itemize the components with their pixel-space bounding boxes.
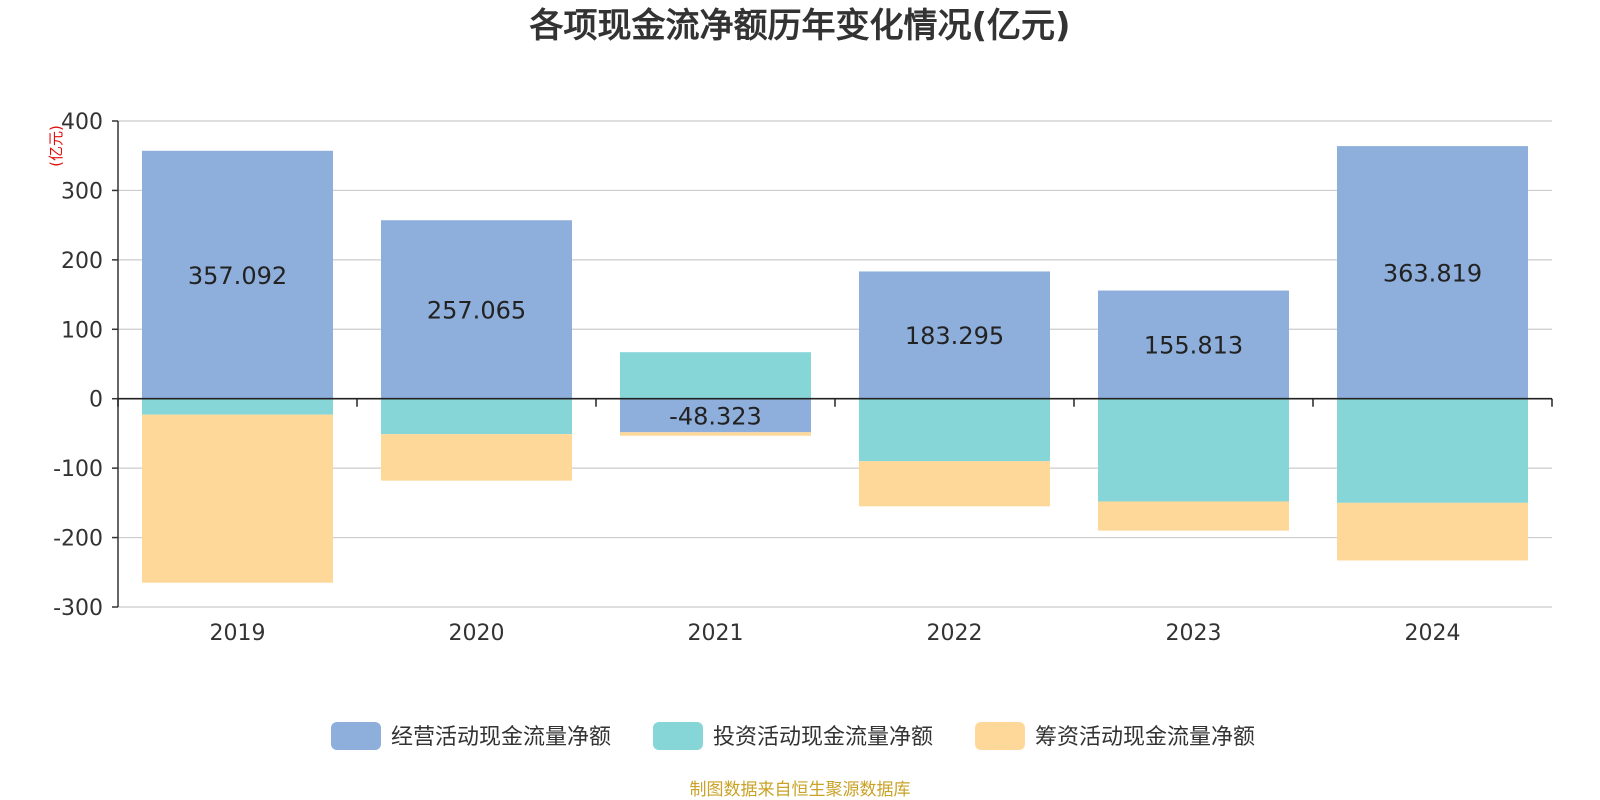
legend-label-2: 筹资活动现金流量净额	[1035, 725, 1255, 750]
bar-2022-series-0	[859, 271, 1050, 399]
bar-2020-series-1	[381, 398, 572, 435]
x-tick-label-2024: 2024	[1405, 621, 1461, 646]
bar-2021-series-2	[620, 432, 811, 436]
bar-2019-series-0	[142, 150, 333, 399]
bar-2023-series-2	[1098, 501, 1289, 531]
x-tick-label-2022: 2022	[927, 621, 983, 646]
bar-2023-series-1	[1098, 398, 1289, 502]
bar-2019-series-2	[142, 414, 333, 583]
bar-2021-series-1	[620, 352, 811, 399]
x-tick-label-2019: 2019	[210, 621, 266, 646]
legend-label-0: 经营活动现金流量净额	[391, 725, 611, 750]
legend-swatch-2	[975, 722, 1025, 750]
data-label-2022: 183.295	[905, 322, 1004, 350]
data-label-2021: -48.323	[669, 402, 762, 430]
legend-label-1: 投资活动现金流量净额	[713, 725, 933, 750]
legend-swatch-1	[653, 722, 703, 750]
y-tick-label-6: -200	[53, 527, 103, 552]
y-axis-unit-label: (亿元)	[47, 125, 65, 167]
y-tick-label-0: 400	[61, 110, 103, 135]
y-tick-label-1: 300	[61, 179, 103, 204]
bar-2024-series-0	[1337, 146, 1528, 399]
bar-2021-series-0	[620, 398, 811, 433]
data-label-2019: 357.092	[188, 262, 287, 290]
y-tick-label-7: -300	[53, 596, 103, 621]
data-label-2020: 257.065	[427, 296, 526, 324]
bar-2020-series-0	[381, 220, 572, 399]
bar-2019-series-1	[142, 398, 333, 415]
bar-2022-series-2	[859, 461, 1050, 507]
y-tick-label-2: 200	[61, 249, 103, 274]
x-tick-label-2020: 2020	[449, 621, 505, 646]
y-tick-label-5: -100	[53, 457, 103, 482]
data-label-2023: 155.813	[1144, 332, 1243, 360]
bar-2020-series-2	[381, 434, 572, 481]
bar-2024-series-2	[1337, 502, 1528, 561]
legend-swatch-0	[331, 722, 381, 750]
source-note: 制图数据来自恒生聚源数据库	[689, 780, 911, 800]
chart-title: 各项现金流净额历年变化情况(亿元)	[529, 6, 1071, 46]
data-label-2024: 363.819	[1383, 259, 1482, 287]
y-tick-label-4: 0	[89, 388, 103, 413]
bar-2022-series-1	[859, 398, 1050, 462]
bar-2023-series-0	[1098, 290, 1289, 399]
x-tick-label-2023: 2023	[1166, 621, 1222, 646]
y-tick-label-3: 100	[61, 318, 103, 343]
bar-2024-series-1	[1337, 398, 1528, 503]
x-tick-label-2021: 2021	[688, 621, 744, 646]
